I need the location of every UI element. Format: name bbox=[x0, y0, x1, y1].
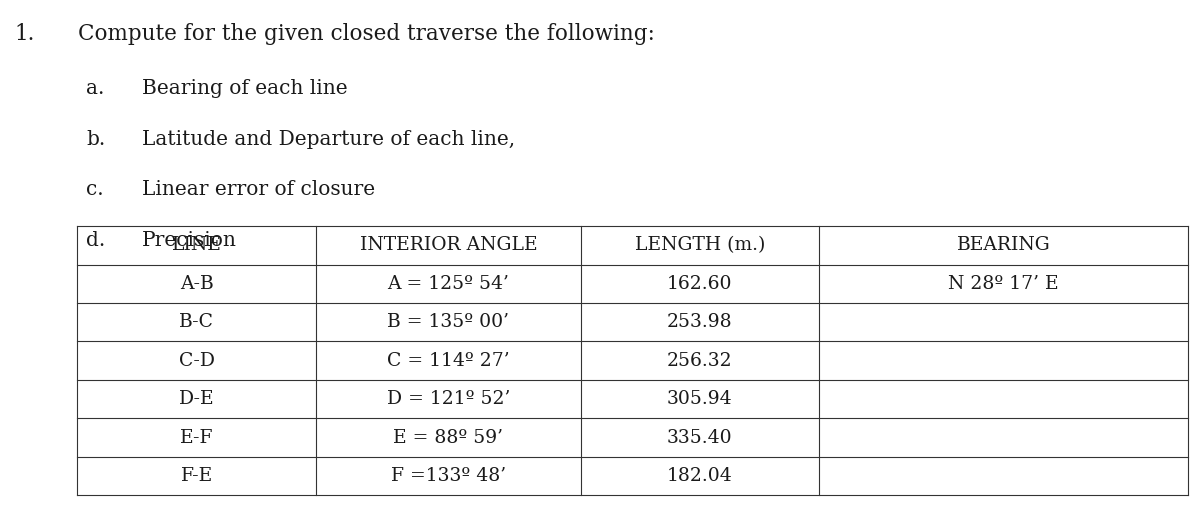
Text: 1.: 1. bbox=[14, 23, 35, 45]
Text: c.: c. bbox=[86, 180, 104, 199]
Text: 256.32: 256.32 bbox=[667, 352, 733, 370]
Text: 162.60: 162.60 bbox=[667, 275, 733, 293]
Text: C = 114º 27’: C = 114º 27’ bbox=[388, 352, 510, 370]
Text: Compute for the given closed traverse the following:: Compute for the given closed traverse th… bbox=[78, 23, 655, 45]
Text: BEARING: BEARING bbox=[956, 236, 1050, 255]
Text: Precision: Precision bbox=[142, 231, 236, 250]
Text: N 28º 17’ E: N 28º 17’ E bbox=[948, 275, 1058, 293]
Text: A-B: A-B bbox=[180, 275, 214, 293]
Text: d.: d. bbox=[86, 231, 106, 250]
Text: 253.98: 253.98 bbox=[667, 313, 733, 331]
Text: F-E: F-E bbox=[181, 467, 212, 485]
Text: D = 121º 52’: D = 121º 52’ bbox=[386, 390, 510, 408]
Text: Bearing of each line: Bearing of each line bbox=[142, 79, 347, 98]
Text: Linear error of closure: Linear error of closure bbox=[142, 180, 374, 199]
Text: LINE: LINE bbox=[172, 236, 222, 255]
Text: INTERIOR ANGLE: INTERIOR ANGLE bbox=[360, 236, 538, 255]
Text: D-E: D-E bbox=[179, 390, 215, 408]
Text: b.: b. bbox=[86, 130, 106, 148]
Text: A = 125º 54’: A = 125º 54’ bbox=[388, 275, 509, 293]
Text: 335.40: 335.40 bbox=[667, 429, 733, 447]
Text: F =133º 48’: F =133º 48’ bbox=[391, 467, 506, 485]
Text: C-D: C-D bbox=[179, 352, 215, 370]
Text: B = 135º 00’: B = 135º 00’ bbox=[388, 313, 509, 331]
Text: LENGTH (m.): LENGTH (m.) bbox=[635, 236, 766, 255]
Text: 182.04: 182.04 bbox=[667, 467, 733, 485]
Text: Latitude and Departure of each line,: Latitude and Departure of each line, bbox=[142, 130, 515, 148]
Text: B-C: B-C bbox=[179, 313, 215, 331]
Text: 305.94: 305.94 bbox=[667, 390, 733, 408]
Text: E = 88º 59’: E = 88º 59’ bbox=[394, 429, 503, 447]
Text: a.: a. bbox=[86, 79, 104, 98]
Text: E-F: E-F bbox=[180, 429, 214, 447]
